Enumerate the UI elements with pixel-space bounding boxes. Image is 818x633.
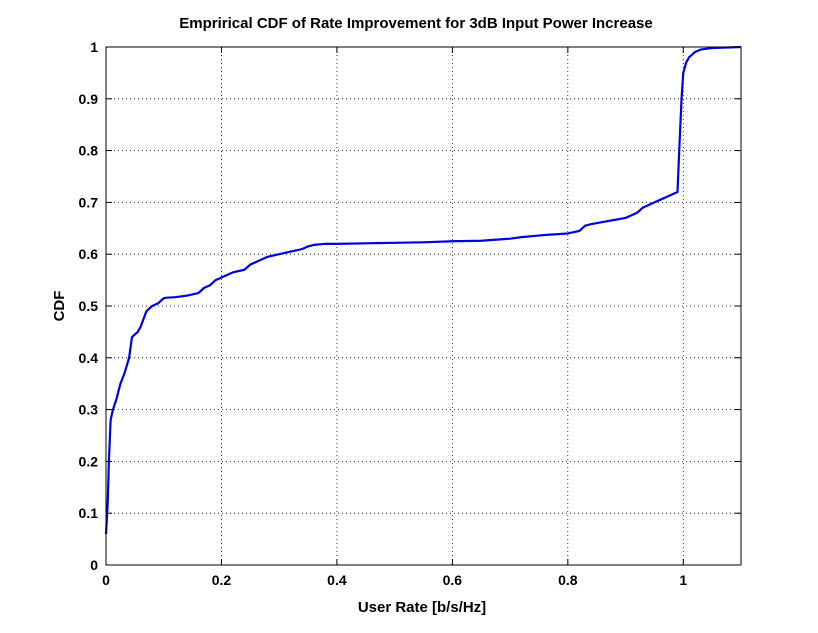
y-tick-label: 0.3 — [79, 402, 99, 418]
x-axis-label: User Rate [b/s/Hz] — [358, 599, 486, 616]
ticks: 0 0.2 0.4 0.6 0.8 1 0 0.1 0.2 0.3 0.4 0.5 0.6 0.7 0.8 0… — [79, 39, 741, 588]
y-tick-label: 0.1 — [79, 505, 99, 521]
x-tick-label: 0.4 — [327, 572, 347, 588]
y-tick-label: 0.9 — [79, 91, 99, 107]
y-tick-label: 1 — [90, 39, 98, 55]
y-tick-label: 0.8 — [79, 143, 99, 159]
x-tick-label: 0.6 — [443, 572, 463, 588]
y-tick-label: 0.2 — [79, 453, 99, 469]
y-tick-label: 0 — [90, 557, 98, 573]
y-tick-label: 0.4 — [79, 350, 99, 366]
x-tick-label: 0.8 — [558, 572, 578, 588]
x-tick-label: 1 — [679, 572, 687, 588]
series-group — [104, 45, 742, 534]
cdf-series-line — [104, 45, 742, 534]
x-tick-label: 0 — [102, 572, 110, 588]
chart-title: Emprirical CDF of Rate Improvement for 3… — [179, 15, 652, 32]
y-tick-label: 0.6 — [79, 246, 99, 262]
y-axis-label: CDF — [51, 291, 68, 322]
plot-frame — [105, 46, 742, 566]
x-tick-label: 0.2 — [212, 572, 232, 588]
y-tick-label: 0.5 — [79, 298, 99, 314]
grid — [106, 47, 741, 565]
y-tick-label: 0.7 — [79, 194, 99, 210]
